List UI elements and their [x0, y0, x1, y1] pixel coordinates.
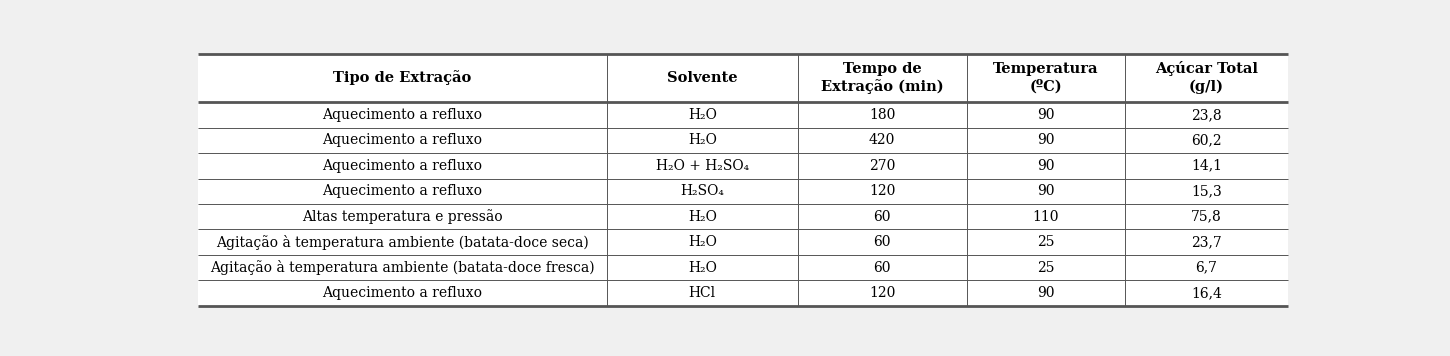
Text: 90: 90	[1037, 108, 1054, 122]
Text: 23,7: 23,7	[1190, 235, 1222, 249]
Text: 25: 25	[1037, 261, 1054, 275]
Text: Aquecimento a refluxo: Aquecimento a refluxo	[322, 133, 483, 147]
Text: Aquecimento a refluxo: Aquecimento a refluxo	[322, 286, 483, 300]
Text: 23,8: 23,8	[1190, 108, 1222, 122]
Text: Temperatura
(ºC): Temperatura (ºC)	[993, 62, 1098, 94]
Text: 90: 90	[1037, 133, 1054, 147]
Text: 15,3: 15,3	[1190, 184, 1222, 198]
Text: 25: 25	[1037, 235, 1054, 249]
Text: 6,7: 6,7	[1195, 261, 1218, 275]
Text: H₂SO₄: H₂SO₄	[680, 184, 724, 198]
Text: H₂O: H₂O	[687, 133, 716, 147]
Text: Tempo de
Extração (min): Tempo de Extração (min)	[821, 62, 944, 94]
Text: Aquecimento a refluxo: Aquecimento a refluxo	[322, 184, 483, 198]
Text: Solvente: Solvente	[667, 71, 738, 85]
Text: H₂O: H₂O	[687, 108, 716, 122]
Text: 120: 120	[869, 286, 895, 300]
Text: 75,8: 75,8	[1190, 210, 1222, 224]
Text: H₂O: H₂O	[687, 235, 716, 249]
Text: Açúcar Total
(g/l): Açúcar Total (g/l)	[1154, 62, 1259, 94]
Text: 180: 180	[869, 108, 895, 122]
Text: H₂O: H₂O	[687, 210, 716, 224]
Text: 60,2: 60,2	[1190, 133, 1222, 147]
Text: HCl: HCl	[689, 286, 716, 300]
Text: 90: 90	[1037, 286, 1054, 300]
Text: 60: 60	[873, 261, 890, 275]
Text: Agitação à temperatura ambiente (batata-doce fresca): Agitação à temperatura ambiente (batata-…	[210, 260, 594, 275]
Text: 90: 90	[1037, 159, 1054, 173]
Text: 110: 110	[1032, 210, 1058, 224]
Text: H₂O + H₂SO₄: H₂O + H₂SO₄	[655, 159, 748, 173]
Text: Agitação à temperatura ambiente (batata-doce seca): Agitação à temperatura ambiente (batata-…	[216, 235, 589, 250]
Text: 60: 60	[873, 235, 890, 249]
Text: Tipo de Extração: Tipo de Extração	[334, 70, 471, 85]
Text: Altas temperatura e pressão: Altas temperatura e pressão	[302, 209, 503, 224]
Text: Aquecimento a refluxo: Aquecimento a refluxo	[322, 108, 483, 122]
Text: 120: 120	[869, 184, 895, 198]
Text: 270: 270	[869, 159, 895, 173]
Text: 420: 420	[869, 133, 895, 147]
Text: 14,1: 14,1	[1190, 159, 1222, 173]
Text: 60: 60	[873, 210, 890, 224]
Text: H₂O: H₂O	[687, 261, 716, 275]
Text: 90: 90	[1037, 184, 1054, 198]
Text: 16,4: 16,4	[1190, 286, 1222, 300]
Text: Aquecimento a refluxo: Aquecimento a refluxo	[322, 159, 483, 173]
